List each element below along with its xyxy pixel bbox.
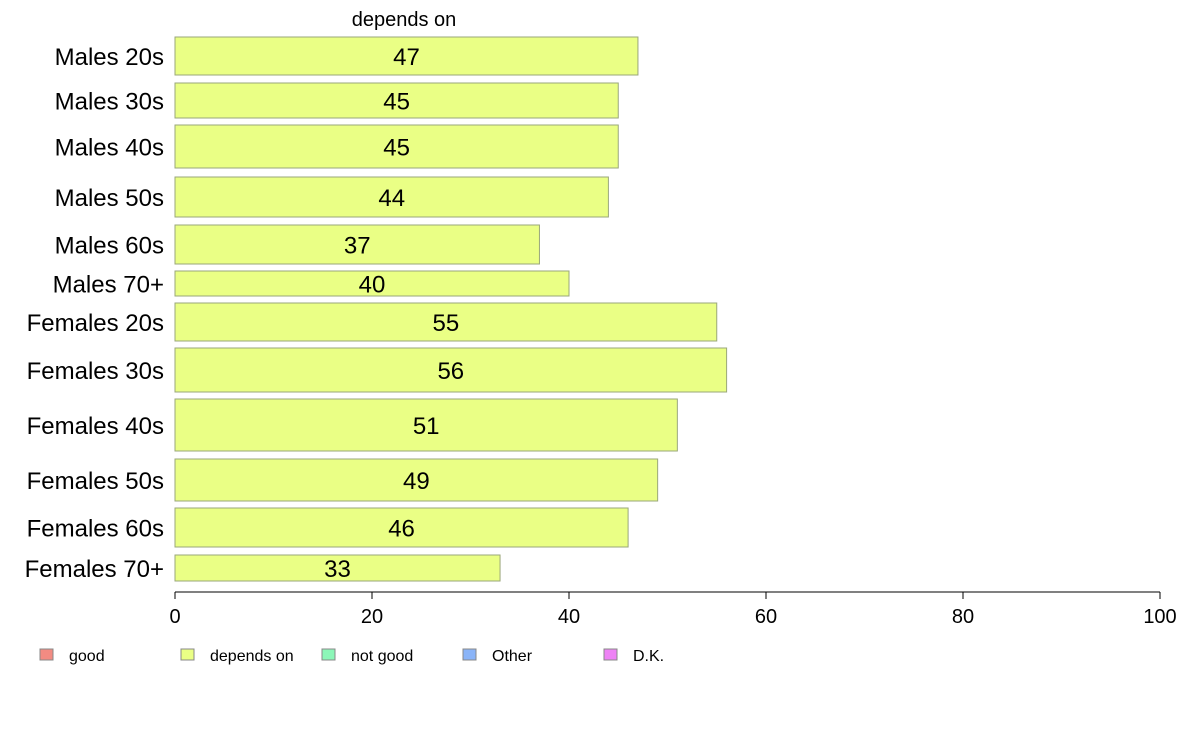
bar-value-label: 37 xyxy=(344,233,371,260)
category-label: Females 30s xyxy=(27,358,164,385)
bars-group: 47 45 45 44 37 40 55 56 51 49 46 33 xyxy=(174,36,728,583)
category-label: Females 40s xyxy=(27,413,164,440)
bar xyxy=(174,82,619,119)
chart-title: depends on xyxy=(352,9,457,31)
legend-swatch xyxy=(603,648,618,661)
bar xyxy=(174,302,718,342)
bar xyxy=(174,224,540,265)
legend-swatch xyxy=(462,648,477,661)
bar-value-label: 47 xyxy=(393,44,420,71)
category-label: Males 50s xyxy=(55,185,164,212)
legend-label: Other xyxy=(492,648,533,665)
bar xyxy=(174,458,659,502)
category-label: Males 40s xyxy=(55,135,164,162)
bar-value-label: 56 xyxy=(437,358,464,385)
legend: good depends on not good Other D.K. xyxy=(39,648,664,665)
bar-value-label: 44 xyxy=(378,185,405,212)
bar xyxy=(174,507,629,548)
category-label: Females 70+ xyxy=(25,556,164,583)
category-label: Males 20s xyxy=(55,44,164,71)
legend-label: depends on xyxy=(210,648,294,665)
x-tick-label: 0 xyxy=(169,606,180,628)
x-tick-label: 60 xyxy=(755,606,777,628)
category-label: Females 20s xyxy=(27,310,164,337)
bar xyxy=(174,347,728,393)
bar-value-label: 55 xyxy=(433,310,460,337)
bar-value-label: 40 xyxy=(359,272,386,299)
bar xyxy=(174,270,570,297)
x-axis: 0 20 40 60 80 100 xyxy=(169,591,1177,628)
legend-swatch xyxy=(321,648,336,661)
category-label: Females 50s xyxy=(27,468,164,495)
category-label: Males 70+ xyxy=(53,272,164,299)
category-label: Males 60s xyxy=(55,233,164,260)
bar-value-label: 51 xyxy=(413,413,440,440)
bar xyxy=(174,124,619,169)
legend-label: not good xyxy=(351,648,413,665)
x-tick-label: 20 xyxy=(361,606,383,628)
legend-swatch xyxy=(180,648,195,661)
bar-value-label: 46 xyxy=(388,516,415,543)
bar xyxy=(174,554,501,582)
bar xyxy=(174,36,639,76)
bar xyxy=(174,176,609,218)
bar xyxy=(174,398,678,452)
legend-label: good xyxy=(69,648,105,665)
bar-value-label: 45 xyxy=(383,135,410,162)
x-tick-label: 40 xyxy=(558,606,580,628)
legend-label: D.K. xyxy=(633,648,664,665)
category-label: Males 30s xyxy=(55,89,164,116)
category-label: Females 60s xyxy=(27,516,164,543)
bar-value-label: 33 xyxy=(324,556,351,583)
category-labels: Males 20s Males 30s Males 40s Males 50s Male… xyxy=(25,44,164,583)
x-tick-label: 80 xyxy=(952,606,974,628)
bar-value-label: 45 xyxy=(383,89,410,116)
bar-value-label: 49 xyxy=(403,468,430,495)
legend-swatch xyxy=(39,648,54,661)
x-tick-label: 100 xyxy=(1143,606,1176,628)
